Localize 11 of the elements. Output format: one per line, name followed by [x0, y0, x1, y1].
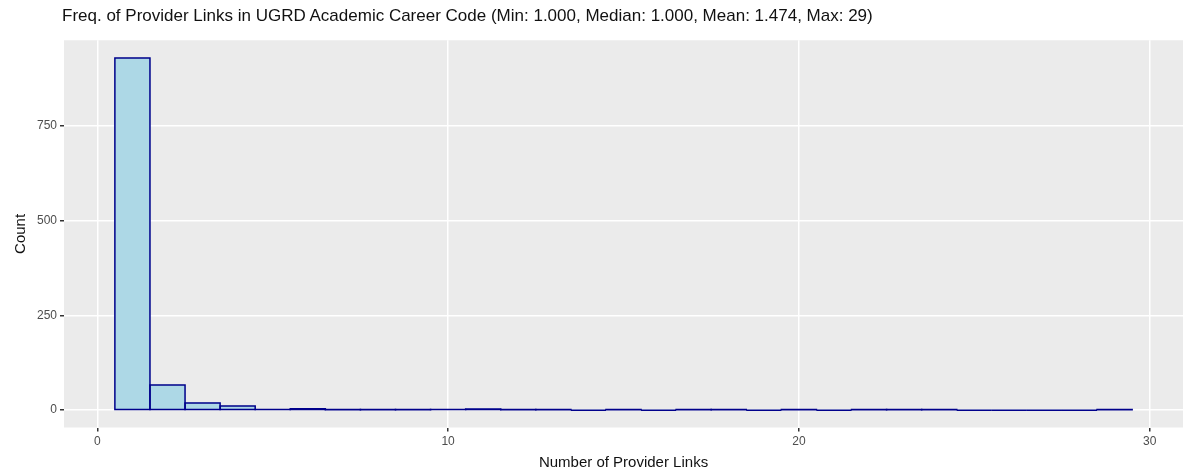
- chart-title: Freq. of Provider Links in UGRD Academic Career Code (Min: 1.000, Median: 1.000, Mean: 1.474, Max: 29): [62, 6, 873, 26]
- y-tick-label: 750: [36, 117, 58, 132]
- x-tick-label: 10: [441, 434, 456, 449]
- y-tick-label: 250: [36, 307, 58, 322]
- x-tick-label: 20: [792, 434, 806, 449]
- y-tick-label: 500: [36, 212, 58, 227]
- x-tick-label: 30: [1143, 434, 1157, 449]
- x-axis-title: Number of Provider Links: [538, 453, 709, 471]
- x-tick-label: 0: [94, 434, 101, 449]
- y-tick-label: 0: [50, 402, 58, 417]
- y-axis-title: Count: [11, 213, 29, 254]
